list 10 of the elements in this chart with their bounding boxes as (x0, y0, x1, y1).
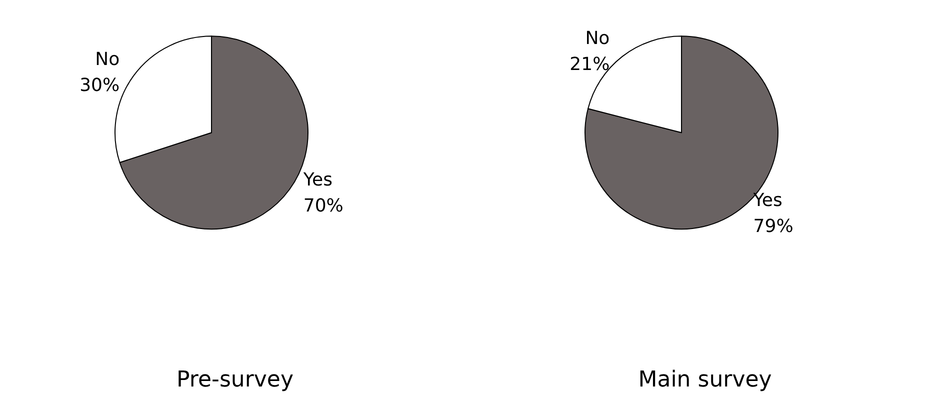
slice-label: Yes (752, 190, 782, 212)
data-label: 30% (80, 74, 120, 96)
data-label: 79% (753, 216, 794, 238)
text: Pre-survey (176, 368, 294, 392)
slice-label: No (585, 28, 610, 50)
slice-label: No (95, 48, 120, 70)
text: Main survey (638, 368, 772, 392)
slice-label: Yes (302, 169, 332, 190)
data-label: 21% (570, 54, 610, 76)
data-label: 70% (303, 195, 344, 216)
